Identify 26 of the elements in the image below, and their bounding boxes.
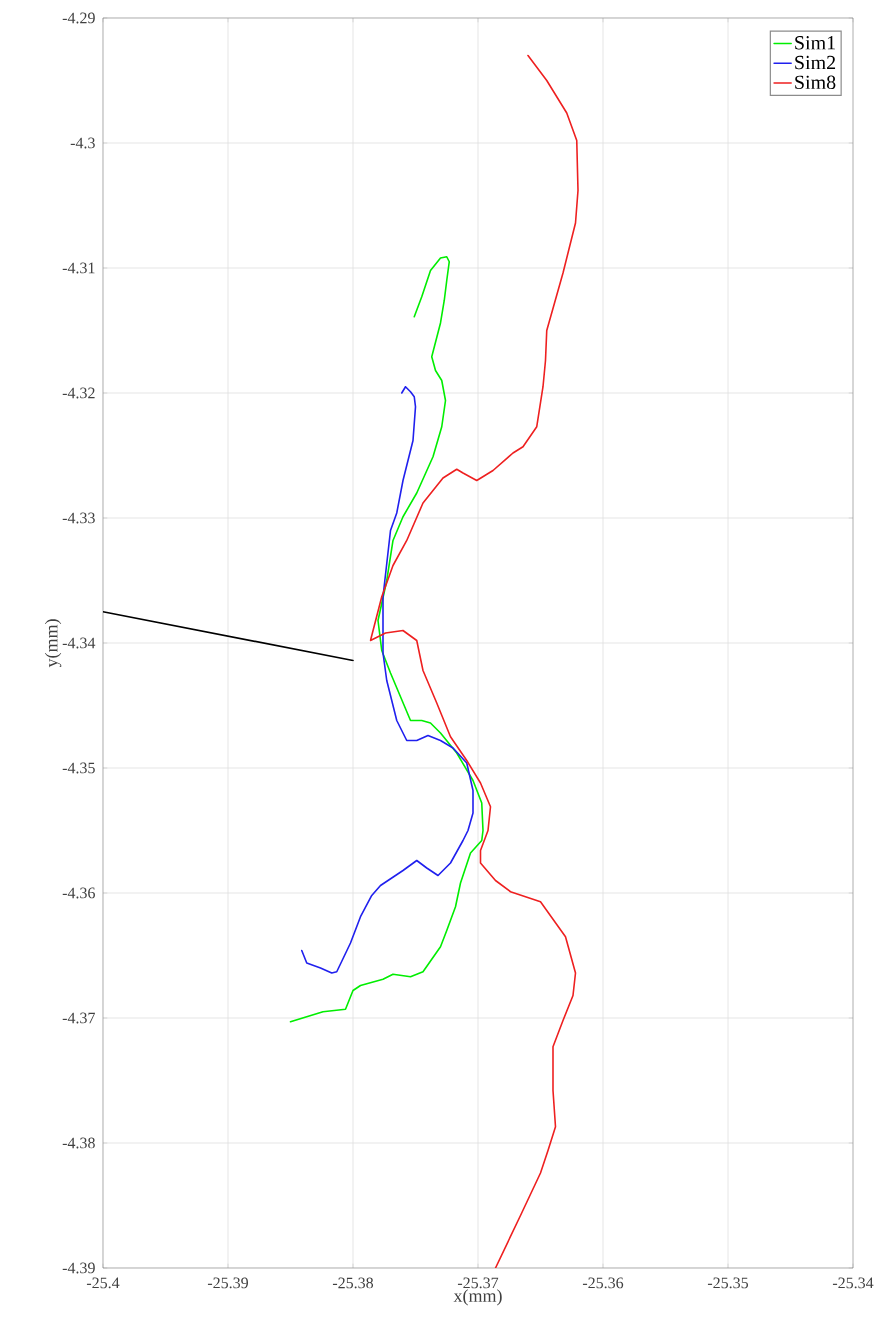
x-tick-label: -25.34 (832, 1277, 874, 1289)
y-tick-label: -4.38 (62, 1137, 95, 1149)
x-tick-label: -25.4 (86, 1277, 120, 1289)
x-tick-label: -25.38 (332, 1277, 374, 1289)
x-axis-title: x(mm) (453, 1289, 502, 1306)
x-tick-label: -25.35 (707, 1277, 749, 1289)
legend-label: Sim2 (795, 55, 836, 70)
x-tick-label: -25.37 (457, 1277, 499, 1289)
line-series (300, 385, 474, 974)
y-tick-label: -4.31 (62, 262, 95, 274)
x-tick-label: -25.39 (207, 1277, 248, 1289)
y-tick-label: -4.29 (62, 12, 95, 24)
y-tick-label: -4.32 (62, 387, 95, 399)
y-tick-label: -4.37 (62, 1012, 96, 1024)
line-series (289, 255, 484, 1023)
line-series (369, 54, 579, 1268)
legend-label: Sim1 (795, 36, 835, 50)
y-tick-label: -4.39 (62, 1262, 95, 1274)
legend-label: Sim8 (795, 75, 836, 90)
y-axis-title: y(mm) (44, 619, 62, 668)
y-tick-label: -4.34 (62, 637, 96, 649)
y-tick-label: -4.35 (62, 762, 95, 774)
y-tick-label: -4.36 (62, 887, 95, 899)
x-tick-label: -25.36 (582, 1277, 624, 1289)
y-tick-label: -4.3 (70, 137, 95, 149)
y-tick-label: -4.33 (62, 512, 95, 524)
